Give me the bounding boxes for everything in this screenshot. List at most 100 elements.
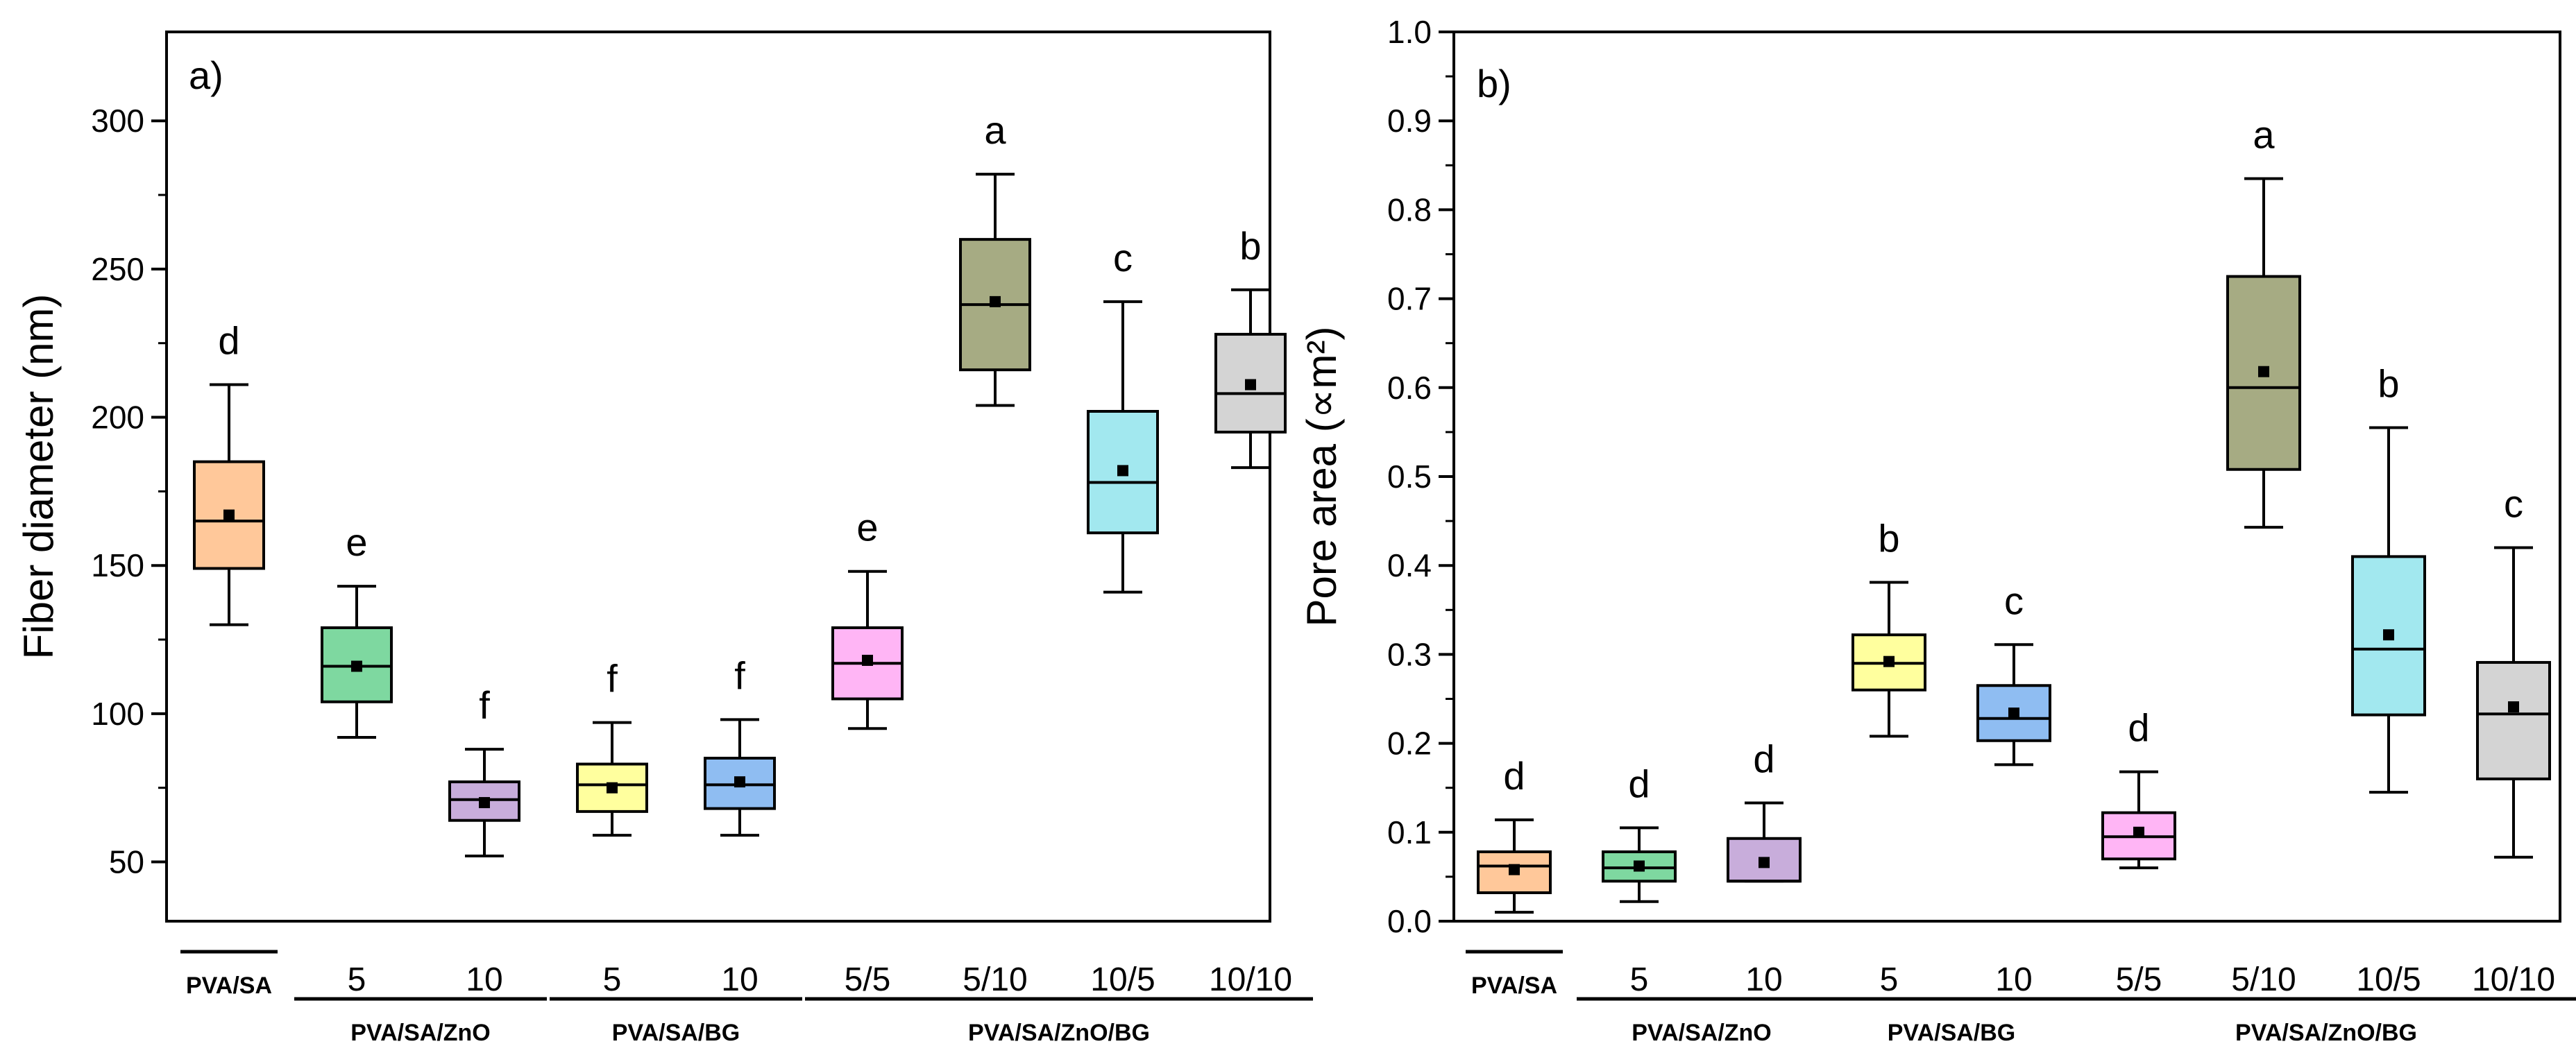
mean-marker <box>1759 857 1770 868</box>
box-plot: f <box>704 653 776 837</box>
significance-letter: e <box>856 506 878 549</box>
mean-marker <box>2383 629 2394 641</box>
y-tick-label: 1.0 <box>1387 14 1432 50</box>
group-label: PVA/SA <box>1471 973 1557 999</box>
box-plot: d <box>1602 762 1677 903</box>
y-tick-label: 300 <box>91 103 144 139</box>
box-plot: a <box>2226 113 2301 529</box>
panel-b-y-ticks: 0.0 0.1 0.2 0.3 0.4 0.5 0.6 0.7 0.8 0.9 1.0 <box>1387 14 1454 939</box>
group-label: PVA/SA/ZnO/BG <box>968 1020 1150 1046</box>
box-plot: f <box>448 683 520 857</box>
box-plot: d <box>1477 754 1552 914</box>
significance-letter: a <box>2253 113 2275 157</box>
y-tick-label: 0.5 <box>1387 459 1432 495</box>
mean-marker <box>2008 708 2019 719</box>
x-category-label: 10/10 <box>2472 961 2555 998</box>
group-label: PVA/SA/ZnO <box>1632 1020 1772 1046</box>
box-plot: d <box>1727 737 1802 883</box>
significance-letter: f <box>607 657 618 701</box>
group-label: PVA/SA/ZnO/BG <box>2235 1020 2417 1046</box>
significance-letter: b <box>2378 361 2399 405</box>
mean-marker <box>223 509 235 521</box>
mean-marker <box>1245 379 1256 391</box>
significance-letter: b <box>1239 224 1261 268</box>
significance-letter: d <box>1503 754 1525 798</box>
box-plot: b <box>1852 517 1926 738</box>
panel-a-x-labels: 5 10 5 10 5/5 5/10 10/5 10/10 PVA/SA PVA/SA/ZnO PV… <box>180 950 1313 1046</box>
x-category-label: 10 <box>466 961 502 998</box>
x-category-label: 5 <box>603 961 622 998</box>
significance-letter: f <box>734 653 745 697</box>
mean-marker <box>862 654 873 666</box>
y-tick-label: 0.1 <box>1387 814 1432 850</box>
panel-a-y-ticks: 50 100 150 200 250 300 <box>91 103 167 880</box>
y-tick-label: 0.9 <box>1387 103 1432 139</box>
y-tick-label: 0.7 <box>1387 281 1432 317</box>
y-tick-label: 250 <box>91 251 144 287</box>
box-plot: d <box>2101 706 2176 870</box>
mean-marker <box>2133 826 2144 838</box>
y-tick-label: 0.6 <box>1387 370 1432 406</box>
panel-b-chart: b) Pore area (∝m²) 0.0 0.1 0.2 0.3 0.4 0.5 0.6… <box>1298 14 2576 1046</box>
significance-letter: c <box>2504 482 2523 526</box>
y-tick-label: 200 <box>91 400 144 436</box>
y-tick-label: 0.4 <box>1387 547 1432 583</box>
panel-b-boxes: d d d b c d a b c <box>1477 113 2551 914</box>
mean-marker <box>1117 465 1128 477</box>
significance-letter: a <box>984 108 1006 152</box>
x-category-label: 5 <box>1630 961 1649 998</box>
panel-b-plot-frame <box>1452 31 2561 923</box>
y-tick-label: 0.2 <box>1387 726 1432 762</box>
panel-a-boxes: d e f f f e a c b <box>193 108 1287 857</box>
significance-letter: d <box>218 319 239 363</box>
y-tick-label: 50 <box>109 844 144 880</box>
group-label: PVA/SA/ZnO <box>350 1020 491 1046</box>
panel-a-plot-frame <box>165 31 1271 923</box>
mean-marker <box>2508 701 2519 713</box>
x-category-label: 10/5 <box>2356 961 2421 998</box>
iqr-box <box>1214 332 1287 434</box>
box-plot: c <box>2476 482 2551 859</box>
significance-letter: d <box>1753 737 1774 780</box>
mean-marker <box>734 776 745 788</box>
x-category-label: 10 <box>721 961 758 998</box>
significance-letter: c <box>1113 236 1133 280</box>
box-plot: e <box>831 506 904 730</box>
box-plot: a <box>959 108 1031 407</box>
y-tick-label: 100 <box>91 696 144 732</box>
y-tick-label: 0.8 <box>1387 191 1432 228</box>
significance-letter: d <box>1628 762 1650 805</box>
y-tick-label: 0.0 <box>1387 903 1432 939</box>
panel-b-label: b) <box>1477 62 1511 105</box>
box-plot: c <box>1087 236 1159 594</box>
y-tick-label: 0.3 <box>1387 636 1432 672</box>
y-tick-label: 150 <box>91 547 144 583</box>
iqr-box <box>704 756 776 810</box>
x-category-label: 5/10 <box>2231 961 2296 998</box>
box-plot: b <box>2351 361 2426 794</box>
significance-letter: d <box>2128 706 2149 750</box>
mean-marker <box>1634 860 1645 872</box>
mean-marker <box>1509 864 1520 875</box>
mean-marker <box>479 797 490 809</box>
group-label: PVA/SA/BG <box>1888 1020 2016 1046</box>
significance-letter: b <box>1878 517 1899 560</box>
box-plot: e <box>321 520 393 739</box>
x-category-label: 5 <box>348 961 366 998</box>
x-category-label: 5/5 <box>845 961 891 998</box>
significance-letter: f <box>479 683 490 727</box>
panel-b-x-labels: 5 10 5 10 5/5 5/10 10/5 10/10 PVA/SA PVA/SA/ZnO PV… <box>1466 950 2576 1046</box>
group-label: PVA/SA/BG <box>612 1020 740 1046</box>
x-category-label: 10 <box>1995 961 2032 998</box>
mean-marker <box>1883 656 1895 667</box>
x-category-label: 5/10 <box>963 961 1027 998</box>
x-category-label: 10 <box>1745 961 1782 998</box>
x-category-label: 5 <box>1880 961 1899 998</box>
iqr-box <box>2476 660 2551 780</box>
panel-a-y-axis-label: Fiber diameter (nm) <box>15 294 62 660</box>
x-category-label: 10/10 <box>1209 961 1292 998</box>
panel-a-chart: a) Fiber diameter (nm) 50 100 150 200 250 300… <box>15 31 1313 1046</box>
box-plot: c <box>1976 579 2051 766</box>
significance-letter: e <box>346 520 367 564</box>
